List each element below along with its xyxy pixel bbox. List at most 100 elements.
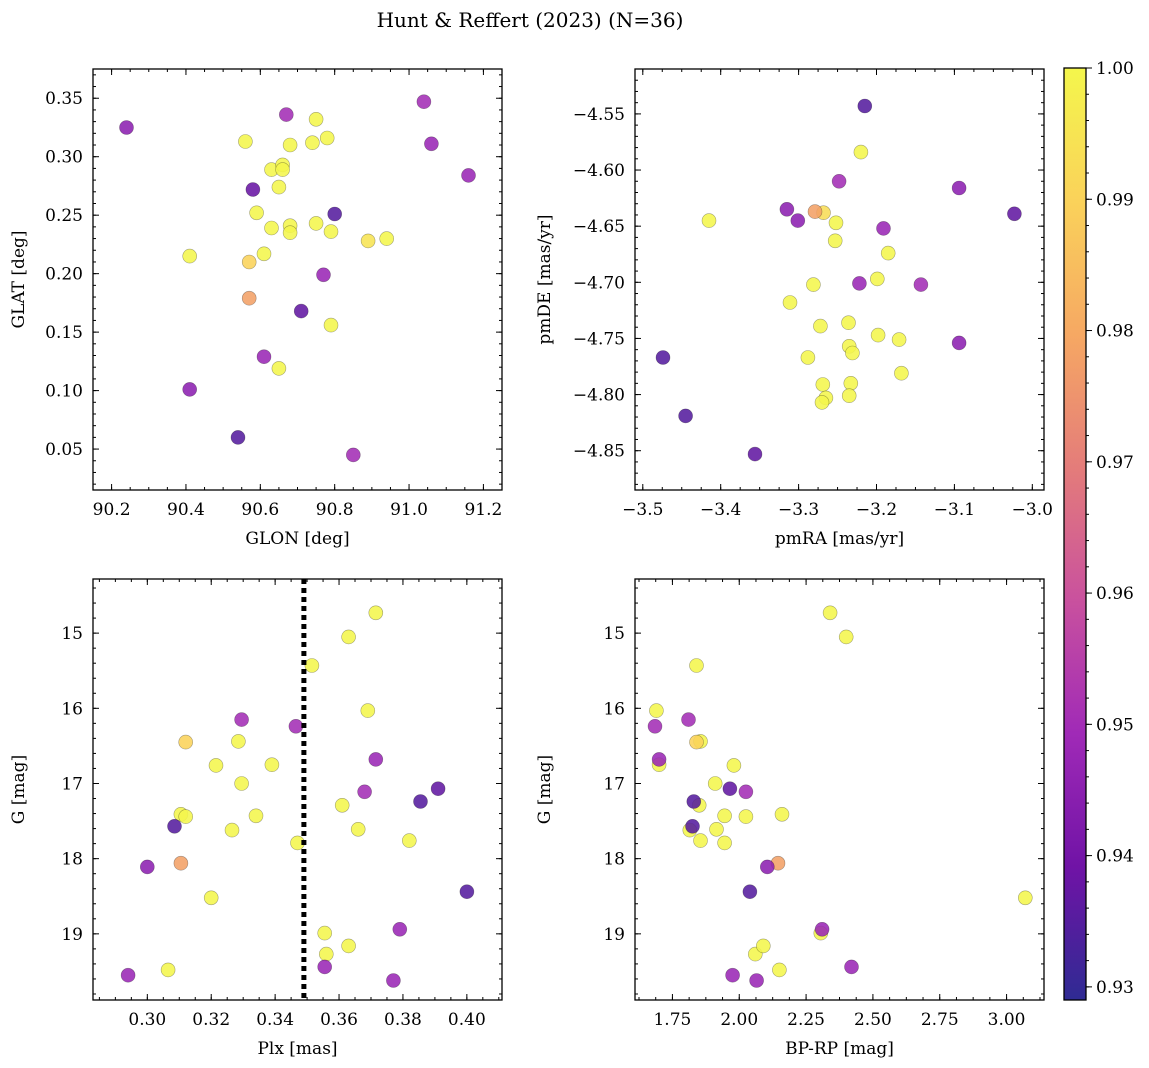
colorbar-tick-label: 0.96 <box>1096 584 1134 604</box>
colorbar-frame <box>1063 67 1087 1001</box>
scatter-point <box>401 833 417 848</box>
scatter-point <box>238 134 253 149</box>
scatter-point <box>686 794 702 809</box>
scatter-point <box>316 267 331 283</box>
scatter-point <box>831 174 847 189</box>
scatter-point <box>271 361 287 376</box>
scatter-point <box>951 180 967 196</box>
scatter-point <box>140 859 155 875</box>
axes-frame <box>92 578 503 1001</box>
x-tick-label: 90.6 <box>241 500 279 520</box>
scatter-point <box>876 221 891 236</box>
scatter-point <box>304 658 320 673</box>
axes-frame <box>634 68 1045 491</box>
colorbar-gradient <box>1064 68 1086 1000</box>
x-tick-label: 91.2 <box>464 500 502 520</box>
scatter-point <box>681 712 696 727</box>
scatter-point <box>726 758 742 773</box>
scatter-point <box>293 303 309 319</box>
scatter-point <box>651 752 667 767</box>
figure-title: Hunt & Reffert (2023) (N=36) <box>377 8 684 32</box>
x-tick-label: −3.4 <box>700 500 741 520</box>
scatter-point <box>345 447 361 463</box>
x-tick-label: −3.1 <box>934 500 975 520</box>
x-axis-label: pmRA [mas/yr] <box>775 529 904 549</box>
scatter-point <box>231 734 246 749</box>
scatter-point <box>413 794 428 809</box>
x-tick-label: 2.25 <box>787 1010 825 1030</box>
scatter-point <box>248 808 264 824</box>
y-tick-label: 0.35 <box>45 89 83 109</box>
scatter-point <box>459 884 475 900</box>
scatter-point <box>838 629 854 645</box>
panel-pmra-pmde: −3.5 −3.4 −3.3 −3.2 −3.1 −3.0 −4.85 −4.80 −4.75 −… <box>535 68 1053 549</box>
y-tick-label: 19 <box>61 925 83 945</box>
scatter-point <box>224 822 240 838</box>
scatter-point <box>717 808 732 824</box>
scatter-point <box>208 758 224 773</box>
scatter-point <box>120 967 136 983</box>
scatter-point <box>317 959 333 975</box>
scatter-point <box>256 246 272 262</box>
x-tick-label: 90.4 <box>167 500 205 520</box>
y-tick-label: −4.80 <box>573 386 625 406</box>
x-axis-label: Plx [mas] <box>257 1039 337 1059</box>
scatter-point <box>341 938 356 954</box>
scatter-point <box>845 345 860 361</box>
scatter-point <box>167 818 182 834</box>
scatter-point <box>891 332 907 347</box>
scatter-point <box>264 757 280 773</box>
scatter-point <box>282 225 298 240</box>
scatter-point <box>844 959 859 975</box>
colorbar-tick-label: 1.00 <box>1096 59 1134 79</box>
scatter-point <box>759 859 775 875</box>
panel-glon-glat: 90.2 90.4 90.6 90.8 91.0 91.2 0.05 0.10 0.15 0.20… <box>9 68 503 549</box>
scatter-point <box>1007 206 1022 222</box>
y-tick-label: 18 <box>61 850 83 870</box>
scatter-point <box>951 335 967 351</box>
y-tick-label: 0.05 <box>45 440 83 460</box>
scatter-point <box>894 365 909 381</box>
scatter-points <box>119 94 476 463</box>
x-tick-label: 91.0 <box>390 500 428 520</box>
scatter-point <box>774 806 790 822</box>
scatter-point <box>800 350 816 365</box>
scatter-point <box>685 818 700 834</box>
colorbar: 0.93 0.94 0.95 0.96 0.97 0.98 0.99 1.00 <box>1063 59 1134 1001</box>
y-tick-label: −4.55 <box>573 105 625 125</box>
scatter-point <box>655 350 671 365</box>
scatter-point <box>857 98 873 114</box>
scatter-point <box>689 734 704 750</box>
scatter-point <box>256 349 272 365</box>
scatter-point <box>282 137 298 153</box>
scatter-point <box>271 179 287 195</box>
x-tick-label: 0.32 <box>192 1010 230 1030</box>
scatter-point <box>416 94 432 109</box>
scatter-point <box>182 382 197 397</box>
x-tick-label: 2.75 <box>921 1010 959 1030</box>
scatter-point <box>813 318 828 334</box>
y-tick-label: 17 <box>61 774 83 794</box>
x-tick-label: −3.5 <box>622 500 663 520</box>
colorbar-tick-label: 0.93 <box>1096 978 1134 998</box>
scatter-point <box>357 784 372 800</box>
scatter-point <box>693 833 708 848</box>
x-tick-label: 2.50 <box>854 1010 892 1030</box>
scatter-point <box>308 112 324 127</box>
scatter-point <box>649 703 664 718</box>
y-tick-label: −4.65 <box>573 217 625 237</box>
scatter-point <box>360 233 376 249</box>
x-tick-label: 90.2 <box>93 500 131 520</box>
scatter-point <box>278 107 294 122</box>
y-tick-label: 0.30 <box>45 148 83 168</box>
scatter-point <box>323 317 339 333</box>
colorbar-tick-label: 0.97 <box>1096 453 1134 473</box>
scatter-point <box>782 295 798 310</box>
scatter-point <box>814 395 830 410</box>
y-axis-label: G [mag] <box>9 755 29 824</box>
axes-frame <box>92 68 503 491</box>
scatter-point <box>701 213 717 228</box>
scatter-point <box>203 890 219 906</box>
scatter-point <box>341 629 356 645</box>
